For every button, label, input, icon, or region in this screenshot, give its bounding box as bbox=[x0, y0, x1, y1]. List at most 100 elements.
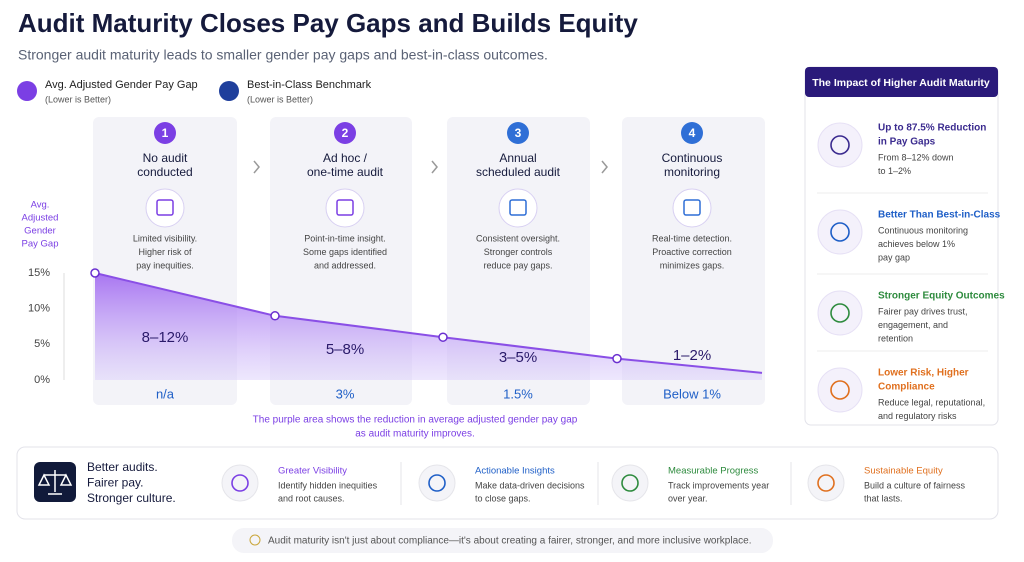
scale-glyph bbox=[37, 470, 73, 495]
bottom-item-description: that lasts. bbox=[864, 493, 903, 503]
stage-panel bbox=[447, 117, 590, 405]
stage-icon bbox=[325, 188, 365, 228]
point bbox=[90, 268, 100, 278]
impact-icon bbox=[817, 122, 863, 168]
stage-icon-glyph bbox=[336, 199, 354, 216]
stage-number-circle bbox=[334, 122, 356, 144]
legend-note: (Lower is Better) bbox=[45, 94, 111, 104]
y-tick-label: 15% bbox=[28, 267, 50, 279]
y-tick-label: 0% bbox=[34, 374, 50, 386]
impact-header bbox=[805, 67, 998, 97]
impact-item-description: retention bbox=[878, 333, 913, 343]
bottom-icon-glyph bbox=[428, 474, 446, 492]
stage-description: Limited visibility. bbox=[133, 233, 197, 243]
range-label: 5–8% bbox=[326, 341, 364, 358]
y-axis-label: Pay Gap bbox=[22, 239, 59, 250]
y-axis-label: Adjusted bbox=[22, 213, 59, 224]
stage-title: conducted bbox=[137, 165, 192, 179]
area-fill bbox=[95, 273, 762, 380]
stage-title: monitoring bbox=[664, 165, 720, 179]
bulb-icon bbox=[249, 534, 261, 546]
impact-item-description: engagement, and bbox=[878, 320, 948, 330]
impact-item-description: pay gap bbox=[878, 252, 910, 262]
chevron bbox=[253, 160, 260, 174]
y-axis-label: Avg. bbox=[31, 200, 50, 211]
bottom-item-description: to close gaps. bbox=[475, 493, 531, 503]
y-tick-label: 10% bbox=[28, 303, 50, 315]
bottom-icon-glyph bbox=[621, 474, 639, 492]
impact-item-description: Continuous monitoring bbox=[878, 225, 968, 235]
stage-description: pay inequities. bbox=[136, 260, 194, 270]
range-label: 1–2% bbox=[673, 347, 711, 364]
gap-value: 1.5% bbox=[503, 386, 533, 401]
stage-description: Point-in-time insight. bbox=[304, 233, 386, 243]
stage-icon-glyph bbox=[156, 199, 174, 216]
bottom-icon-glyph bbox=[817, 474, 835, 492]
impact-item-title: Lower Risk, Higher bbox=[878, 368, 969, 379]
slogan: Fairer pay. bbox=[87, 476, 143, 490]
stage-description: Real-time detection. bbox=[652, 233, 732, 243]
bottom-item-title: Measurable Progress bbox=[668, 466, 759, 477]
gap-value: 3% bbox=[336, 386, 355, 401]
bottom-item-description: Build a culture of fairness bbox=[864, 480, 966, 490]
impact-item-description: and regulatory risks bbox=[878, 411, 957, 421]
impact-item-title: in Pay Gaps bbox=[878, 137, 936, 148]
bottom-item-description: Identify hidden inequities bbox=[278, 480, 378, 490]
gap-value: Below 1% bbox=[663, 386, 721, 401]
bottom-icon bbox=[807, 464, 845, 502]
chart-note: The purple area shows the reduction in a… bbox=[253, 415, 578, 426]
subtitle: Stronger audit maturity leads to smaller… bbox=[18, 47, 548, 63]
bottom-panel bbox=[16, 446, 999, 520]
legend-icon bbox=[219, 81, 239, 101]
stage-description: and addressed. bbox=[314, 260, 376, 270]
stage-title: scheduled audit bbox=[476, 165, 561, 179]
slogan: Better audits. bbox=[87, 460, 158, 474]
legend-note: (Lower is Better) bbox=[247, 94, 313, 104]
stage-description: Consistent oversight. bbox=[476, 233, 560, 243]
impact-icon-glyph bbox=[830, 222, 850, 242]
stage-title: one-time audit bbox=[307, 165, 384, 179]
impact-item-description: achieves below 1% bbox=[878, 239, 955, 249]
stage-icon bbox=[672, 188, 712, 228]
footer: Audit maturity isn't just about complian… bbox=[268, 536, 752, 547]
point bbox=[438, 332, 448, 342]
y-axis-label: Gender bbox=[24, 226, 56, 237]
bottom-item-title: Sustainable Equity bbox=[864, 466, 943, 477]
chevron bbox=[431, 160, 438, 174]
stage-number: 1 bbox=[162, 126, 169, 140]
stage-number-circle bbox=[681, 122, 703, 144]
bottom-icon bbox=[418, 464, 456, 502]
impact-icon bbox=[817, 290, 863, 336]
point bbox=[270, 311, 280, 321]
impact-icon-glyph bbox=[830, 135, 850, 155]
stage-title: Annual bbox=[499, 151, 536, 165]
stage-title: Continuous bbox=[662, 151, 723, 165]
impact-item-description: From 8–12% down bbox=[878, 152, 954, 162]
bottom-item-description: Track improvements year bbox=[668, 480, 769, 490]
stage-description: Stronger controls bbox=[484, 247, 553, 257]
stage-title: Ad hoc / bbox=[323, 151, 368, 165]
impact-icon bbox=[817, 209, 863, 255]
bottom-icon-glyph bbox=[231, 474, 249, 492]
chart-note: as audit maturity improves. bbox=[355, 429, 475, 440]
bottom-icon bbox=[611, 464, 649, 502]
stage-icon-glyph bbox=[509, 199, 527, 216]
y-tick-label: 5% bbox=[34, 338, 50, 350]
stage-number-circle bbox=[154, 122, 176, 144]
impact-icon-glyph bbox=[830, 380, 850, 400]
impact-icon bbox=[817, 367, 863, 413]
impact-item-title: Stronger Equity Outcomes bbox=[878, 291, 1005, 302]
stage-number-circle bbox=[507, 122, 529, 144]
stage-icon bbox=[498, 188, 538, 228]
stage-panel bbox=[622, 117, 765, 405]
bottom-item-title: Greater Visibility bbox=[278, 466, 347, 477]
stage-description: Higher risk of bbox=[138, 247, 192, 257]
stage-icon-glyph bbox=[683, 199, 701, 216]
stage-title: No audit bbox=[143, 151, 188, 165]
impact-item-description: to 1–2% bbox=[878, 166, 911, 176]
impact-item-description: Reduce legal, reputational, bbox=[878, 397, 985, 407]
stage-description: Some gaps identified bbox=[303, 247, 387, 257]
stage-number: 2 bbox=[342, 126, 349, 140]
range-label: 8–12% bbox=[142, 329, 189, 346]
